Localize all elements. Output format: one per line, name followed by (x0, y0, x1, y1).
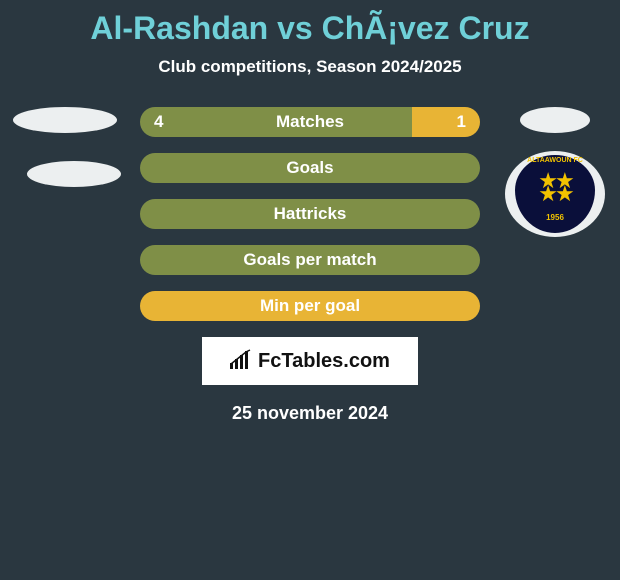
left-ellipse-2 (27, 161, 121, 187)
bar-label: Min per goal (140, 291, 480, 321)
signal-icon (230, 349, 252, 373)
bar-row: Matches4 1 (140, 107, 480, 137)
bar-row: Min per goal (140, 291, 480, 321)
bar-value-right: 1 (457, 107, 466, 137)
bar-row: Goals per match (140, 245, 480, 275)
club-logo-year: 1956 (546, 213, 564, 222)
right-player-badges: ALTAAWOUN FC ★★★★ 1956 (490, 107, 620, 237)
bar-row: Hattricks (140, 199, 480, 229)
bar-label: Matches (140, 107, 480, 137)
bar-value-left: 4 (154, 107, 163, 137)
bar-label: Goals per match (140, 245, 480, 275)
watermark: FcTables.com (202, 337, 418, 385)
subtitle: Club competitions, Season 2024/2025 (0, 57, 620, 77)
right-ellipse-1 (520, 107, 590, 133)
page-title: Al-Rashdan vs ChÃ¡vez Cruz (0, 0, 620, 47)
watermark-text: FcTables.com (258, 350, 390, 373)
bar-row: Goals (140, 153, 480, 183)
club-logo-name: ALTAAWOUN FC (527, 157, 583, 164)
bars-container: Matches4 1 Goals Hattricks Goals per match Mi… (140, 107, 480, 321)
left-ellipse-1 (13, 107, 117, 133)
club-logo: ALTAAWOUN FC ★★★★ 1956 (505, 151, 605, 237)
left-player-badges (0, 107, 130, 187)
bar-label: Hattricks (140, 199, 480, 229)
bar-label: Goals (140, 153, 480, 183)
date-label: 25 november 2024 (0, 403, 620, 424)
club-logo-stars: ★★★★ (538, 174, 571, 200)
comparison-chart: ALTAAWOUN FC ★★★★ 1956 Matches4 1 Goals Hat… (0, 107, 620, 321)
